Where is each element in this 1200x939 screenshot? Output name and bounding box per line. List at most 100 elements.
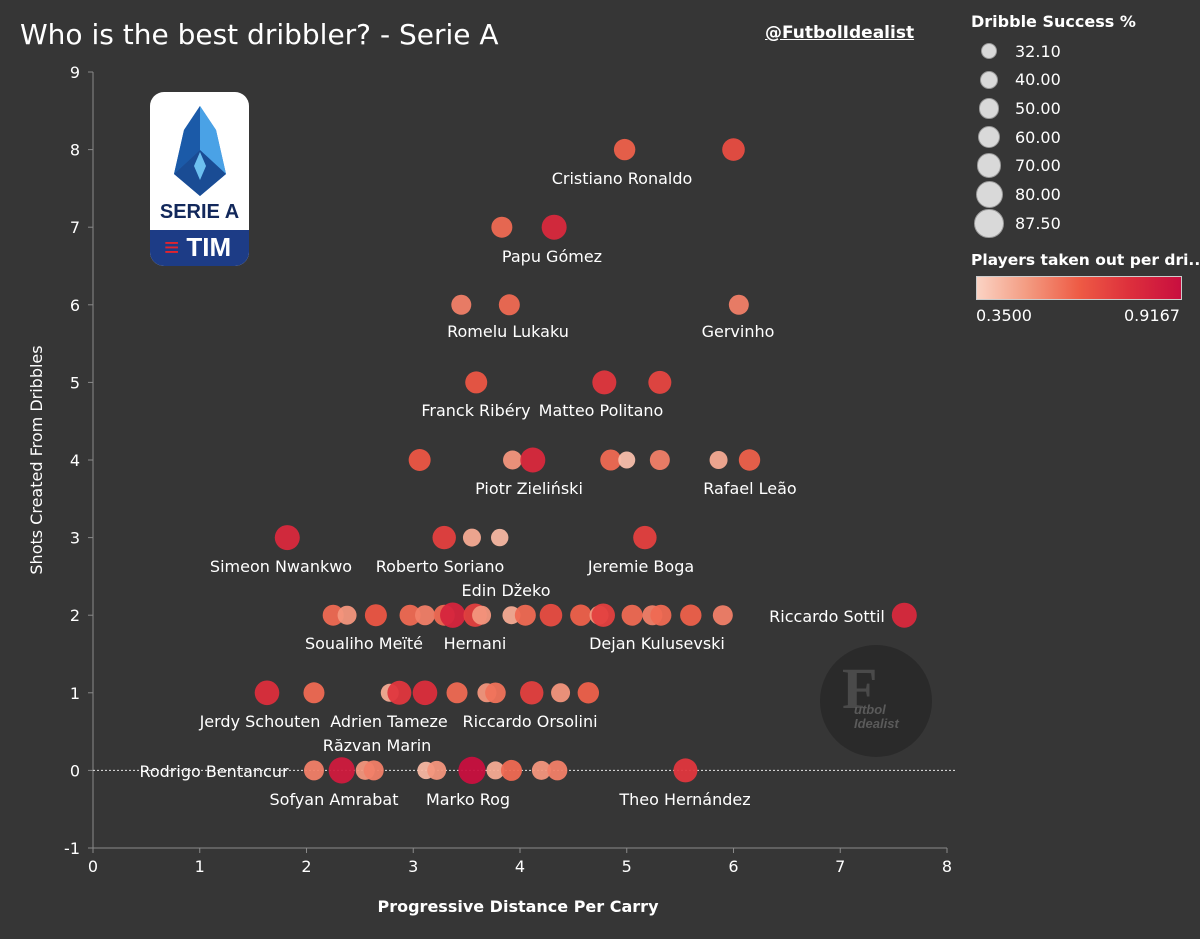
chart-title: Who is the best dribbler? - Serie A <box>20 18 499 51</box>
point-label: Theo Hernández <box>618 790 750 809</box>
data-point <box>600 449 622 471</box>
data-point <box>427 760 447 780</box>
futbol-idealist-watermark: F utbol Idealist <box>820 645 932 757</box>
size-legend-label: 60.00 <box>1014 127 1061 147</box>
x-tick-label: 6 <box>728 857 738 876</box>
data-point <box>432 525 456 550</box>
point-label: Romelu Lukaku <box>447 322 569 341</box>
y-tick-label: 8 <box>70 141 80 160</box>
data-point <box>274 525 300 551</box>
data-point <box>491 528 509 547</box>
x-axis-label: Progressive Distance Per Carry <box>377 897 659 916</box>
data-point <box>728 294 749 315</box>
size-legend-item: 50.00 <box>975 95 1061 121</box>
size-legend-dot <box>977 125 1001 149</box>
data-point <box>577 682 600 704</box>
data-point <box>709 451 728 469</box>
size-legend-item: 87.50 <box>974 208 1061 238</box>
point-label: Simeon Nwankwo <box>210 557 352 576</box>
twitter-handle-link[interactable]: @FutbolIdealist <box>765 23 915 43</box>
size-legend-label: 40.00 <box>1014 70 1061 90</box>
size-legend-label: 70.00 <box>1014 156 1061 176</box>
point-label: Marko Rog <box>426 790 510 809</box>
size-legend-dot <box>981 43 997 59</box>
data-point <box>680 604 702 626</box>
data-point <box>451 294 472 315</box>
data-point <box>254 680 280 706</box>
x-tick-label: 2 <box>301 857 311 876</box>
y-tick-label: 7 <box>70 218 80 237</box>
y-tick-label: -1 <box>64 839 80 858</box>
data-point <box>618 451 636 469</box>
data-point <box>303 682 325 704</box>
data-point <box>633 525 657 550</box>
point-label: Adrien Tameze <box>330 712 448 731</box>
data-point <box>520 447 546 473</box>
size-legend-item: 60.00 <box>975 124 1061 150</box>
tim-logo-text: ≡ TIM <box>164 232 232 262</box>
data-point <box>303 760 324 781</box>
y-tick-label: 3 <box>70 529 80 548</box>
data-point <box>485 682 506 704</box>
data-point <box>531 760 551 780</box>
data-point <box>621 604 643 626</box>
size-legend-item: 80.00 <box>975 181 1061 208</box>
data-point <box>591 603 615 627</box>
data-point <box>551 683 571 703</box>
point-label: Dejan Kulusevski <box>589 634 725 653</box>
size-legend-label: 32.10 <box>1015 41 1061 61</box>
data-point <box>486 761 505 780</box>
data-point <box>399 604 421 626</box>
data-point <box>364 604 387 627</box>
data-point <box>650 604 672 626</box>
point-label: Matteo Politano <box>539 401 664 420</box>
x-tick-label: 4 <box>515 857 525 876</box>
data-point <box>337 605 357 625</box>
data-point <box>491 216 513 238</box>
point-label: Cristiano Ronaldo <box>552 169 693 188</box>
serie-a-logo-icon <box>174 106 226 196</box>
point-label: Edin Džeko <box>462 581 551 600</box>
size-legend-item: 40.00 <box>975 67 1061 93</box>
x-tick-label: 3 <box>408 857 418 876</box>
y-tick-label: 9 <box>70 63 80 82</box>
data-point <box>412 680 438 706</box>
y-axis-label: Shots Created From Dribbles <box>27 345 46 574</box>
size-legend-dot <box>974 208 1004 238</box>
size-legend-label: 50.00 <box>1014 98 1061 118</box>
y-tick-label: 2 <box>70 606 80 625</box>
size-legend-dot <box>979 70 999 89</box>
data-point <box>673 758 698 783</box>
size-legend-dot <box>978 98 1000 119</box>
data-point <box>648 370 672 394</box>
point-label: Jerdy Schouten <box>199 712 321 731</box>
data-point <box>440 602 466 628</box>
data-point <box>328 757 355 784</box>
tim-band <box>150 230 249 266</box>
point-label: Soualiho Meïté <box>305 634 423 653</box>
size-legend-label: 80.00 <box>1015 185 1061 204</box>
data-point <box>462 528 481 547</box>
data-point <box>414 605 435 626</box>
size-legend-title: Dribble Success % <box>971 12 1136 31</box>
x-tick-label: 1 <box>195 857 205 876</box>
data-point <box>472 605 492 625</box>
data-point <box>891 602 917 628</box>
point-label: Papu Gómez <box>502 247 602 266</box>
size-legend-dot <box>975 181 1003 208</box>
point-label: Rafael Leão <box>703 479 796 498</box>
color-legend-gradient <box>976 276 1182 300</box>
data-point <box>387 680 412 705</box>
watermark-letter: F <box>842 656 878 721</box>
data-point <box>570 604 592 626</box>
color-legend-title: Players taken out per dri.. <box>971 251 1200 269</box>
watermark-text: utbol Idealist <box>854 702 899 731</box>
data-point <box>514 604 536 626</box>
data-point <box>738 449 761 471</box>
point-label: Jeremie Boga <box>587 557 694 576</box>
point-label: Sofyan Amrabat <box>270 790 399 809</box>
color-legend-max: 0.9167 <box>1124 306 1180 325</box>
data-point <box>363 760 384 781</box>
y-tick-label: 1 <box>70 684 80 703</box>
